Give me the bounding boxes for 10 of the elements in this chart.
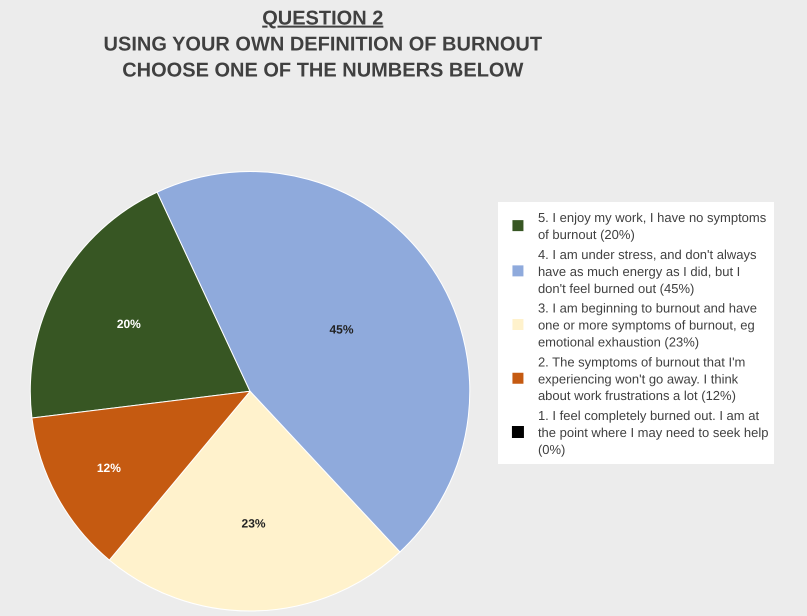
legend-label: 1. I feel completely burned out. I am at the point where I may need to seek help (0%) bbox=[538, 408, 768, 457]
data-label: 12% bbox=[96, 461, 122, 476]
legend-label: 4. I am under stress, and don't always have as much energy as I did, but I don't feel burned out (45%) bbox=[538, 247, 757, 296]
data-label: 45% bbox=[330, 322, 354, 336]
legend-label: 5. I enjoy my work, I have no symptoms of burnout (20%) bbox=[538, 210, 767, 242]
legend-label: 3. I am beginning to burnout and have one or more symptoms of burnout, eg emotional exhaustion (23%) bbox=[538, 300, 757, 350]
data-label: 23% bbox=[242, 516, 266, 530]
chart-title: QUESTION 2 USING YOUR OWN DEFINITION OF BURNOUT CHOOSE ONE OF THE NUMBERS BELOW bbox=[104, 8, 542, 82]
data-label: 20% bbox=[116, 317, 142, 332]
legend-label: 2. The symptoms of burnout that I'm experiencing won't go away. I think about work frustrations a lot (12%) bbox=[538, 354, 746, 404]
